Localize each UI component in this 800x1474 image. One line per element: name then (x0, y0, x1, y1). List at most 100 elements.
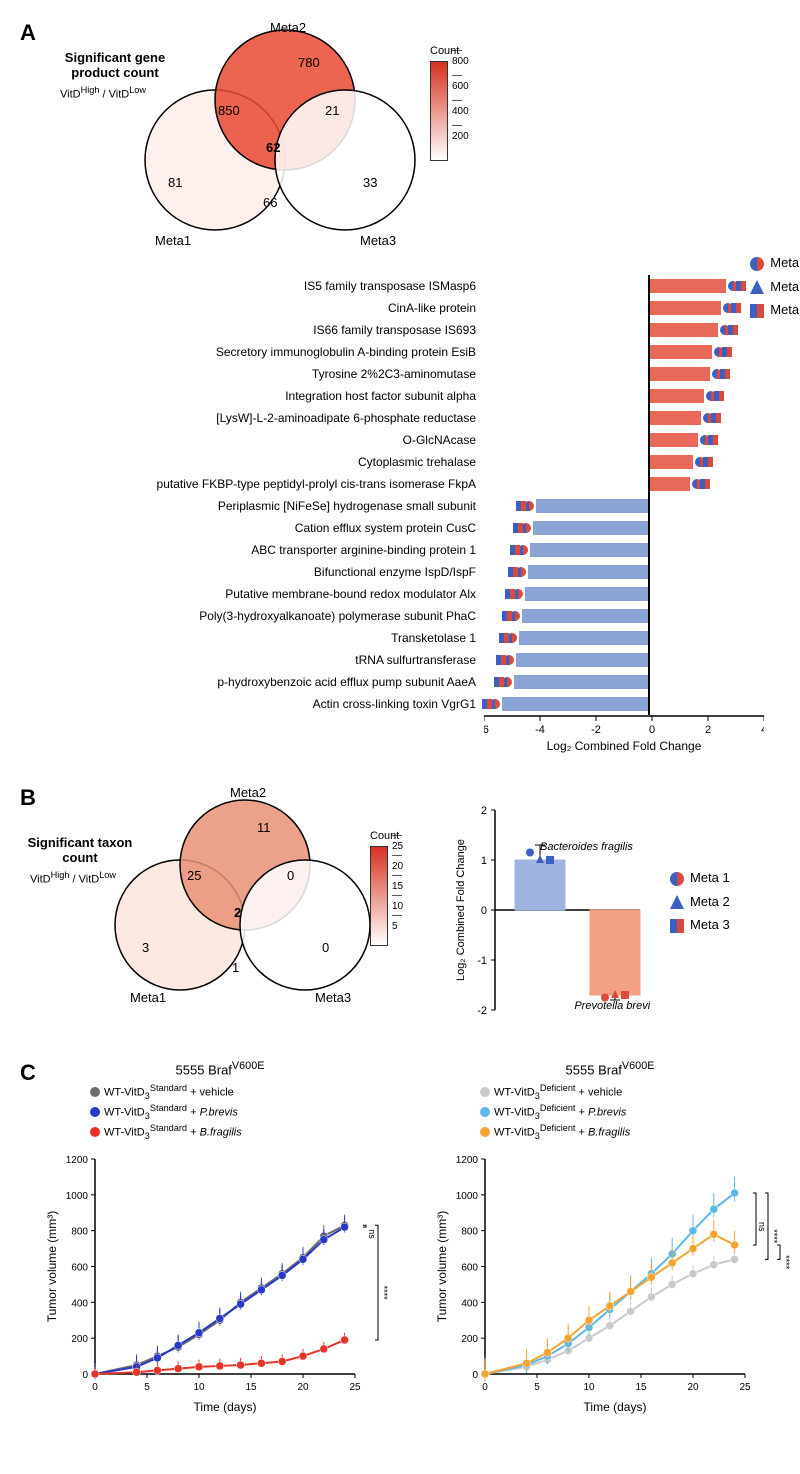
svg-text:1200: 1200 (456, 1155, 479, 1166)
hbar-marker-square (700, 479, 710, 489)
hbar-row: Bifunctional enzyme IspD/IspF (40, 561, 780, 583)
hbar-label: Actin cross-linking toxin VgrG1 (40, 697, 480, 711)
square-icon (670, 919, 684, 933)
hbar-bar (528, 565, 648, 579)
hbar-marker-square (508, 567, 518, 577)
hbar-track (480, 520, 760, 536)
triangle-icon (670, 895, 684, 909)
hbar-row: Periplasmic [NiFeSe] hydrogenase small s… (40, 495, 780, 517)
hbar-row: O-GlcNAcase (40, 429, 780, 451)
hbar-track (480, 542, 760, 558)
hbar-row: CinA-like protein (40, 297, 780, 319)
hbar-marker-square (499, 633, 509, 643)
hbar-track (480, 322, 760, 338)
meta-legend-item: Meta 1 (750, 255, 800, 271)
hbar-row: ABC transporter arginine-binding protein… (40, 539, 780, 561)
hbar-label: Integration host factor subunit alpha (40, 389, 480, 403)
legend-item: WT-VitD3Standard + vehicle (90, 1083, 400, 1101)
svg-text:Time (days): Time (days) (584, 1400, 647, 1414)
figure: A Significant gene product count VitDHig… (0, 0, 800, 1474)
hbar-track (480, 674, 760, 690)
venn-b-svg (80, 790, 400, 1010)
hbar-label: Periplasmic [NiFeSe] hydrogenase small s… (40, 499, 480, 513)
hbar-bar (648, 367, 710, 381)
hbar-track (480, 498, 760, 514)
hbar-row: p-hydroxybenzoic acid efflux pump subuni… (40, 671, 780, 693)
svg-text:10: 10 (193, 1382, 205, 1393)
panel-b-venn: Significant taxon count VitDHigh / VitDL… (50, 790, 400, 1010)
svg-text:-6: -6 (484, 724, 489, 736)
circle-icon (670, 872, 684, 886)
hbar-marker-square (714, 391, 724, 401)
legend-item: WT-VitD3Deficient + vehicle (480, 1083, 790, 1101)
hbar-xaxis: -6-4-2024Log₂ Combined Fold Change (484, 715, 764, 755)
svg-text:200: 200 (461, 1334, 478, 1345)
meta-legend-a: Meta 1Meta 2Meta 3 (750, 255, 800, 326)
panel-a: A Significant gene product count VitDHig… (20, 20, 780, 755)
hbar-bar (502, 697, 648, 711)
legend-dot-icon (90, 1107, 100, 1117)
meta-legend-item: Meta 2 (750, 279, 800, 295)
hbar-row: Integration host factor subunit alpha (40, 385, 780, 407)
hbar-label: putative FKBP-type peptidyl-prolyl cis-t… (40, 477, 480, 491)
hbar-track (480, 410, 760, 426)
hbar-row: Cation efflux system protein CusC (40, 517, 780, 539)
circle-icon (750, 257, 764, 271)
hbar-marker-square (731, 303, 741, 313)
svg-text:10: 10 (583, 1382, 595, 1393)
svg-text:0: 0 (92, 1382, 98, 1393)
svg-text:800: 800 (71, 1227, 88, 1238)
hbar-label: Tyrosine 2%2C3-aminomutase (40, 367, 480, 381)
hbar-track (480, 652, 760, 668)
svg-text:200: 200 (71, 1334, 88, 1345)
panel-a-hbar: IS5 family transposase ISMasp6 CinA-like … (40, 275, 780, 755)
hbar-row: IS5 family transposase ISMasp6 (40, 275, 780, 297)
panel-b-label: B (20, 785, 36, 811)
hbar-bar (530, 543, 648, 557)
hbar-label: O-GlcNAcase (40, 433, 480, 447)
hbar-label: CinA-like protein (40, 301, 480, 315)
hbar-bar (648, 279, 726, 293)
hbar-row: Tyrosine 2%2C3-aminomutase (40, 363, 780, 385)
hbar-marker-square (516, 501, 526, 511)
hbar-track (480, 300, 760, 316)
hbar-row: [LysW]-L-2-aminoadipate 6-phosphate redu… (40, 407, 780, 429)
hbar-marker-square (482, 699, 492, 709)
hbar-row: Cytoplasmic trehalase (40, 451, 780, 473)
svg-text:600: 600 (71, 1262, 88, 1273)
svg-text:0: 0 (481, 905, 487, 917)
hbar-bar (648, 455, 693, 469)
legend-dot-icon (480, 1107, 490, 1117)
hbar-label: Putative membrane-bound redox modulator … (40, 587, 480, 601)
hbar-label: IS66 family transposase IS693 (40, 323, 480, 337)
legend-dot-icon (90, 1087, 100, 1097)
panel-c-label: C (20, 1060, 36, 1086)
svg-text:20: 20 (297, 1382, 309, 1393)
hbar-marker-square (510, 545, 520, 555)
hbar-row: Putative membrane-bound redox modulator … (40, 583, 780, 605)
hbar-marker-square (736, 281, 746, 291)
hbar-row: Actin cross-linking toxin VgrG1 (40, 693, 780, 715)
hbar-label: Bifunctional enzyme IspD/IspF (40, 565, 480, 579)
svg-text:600: 600 (461, 1262, 478, 1273)
hbar-label: Cytoplasmic trehalase (40, 455, 480, 469)
hbar-track (480, 344, 760, 360)
svg-text:25: 25 (349, 1382, 361, 1393)
svg-text:Log₂ Combined Fold Change: Log₂ Combined Fold Change (455, 839, 467, 981)
hbar-bar (648, 477, 690, 491)
legend-item: WT-VitD3Standard + P.brevis (90, 1103, 400, 1121)
svg-text:1000: 1000 (456, 1191, 479, 1202)
hbar-bar (525, 587, 648, 601)
panel-b-vbar: -2-1012Log₂ Combined Fold ChangeBacteroi… (450, 790, 650, 1030)
hbar-bar (648, 301, 721, 315)
count-legend-a: Count — 800— 600— 400— 200 (430, 45, 459, 161)
hbar-bar (514, 675, 648, 689)
svg-text:15: 15 (635, 1382, 647, 1393)
hbar-track (480, 278, 760, 294)
meta-legend-b: Meta 1Meta 2Meta 3 (670, 870, 730, 941)
hbar-bar (536, 499, 648, 513)
svg-text:800: 800 (461, 1227, 478, 1238)
svg-text:1: 1 (481, 855, 487, 867)
svg-text:15: 15 (245, 1382, 257, 1393)
hbar-marker-square (513, 523, 523, 533)
